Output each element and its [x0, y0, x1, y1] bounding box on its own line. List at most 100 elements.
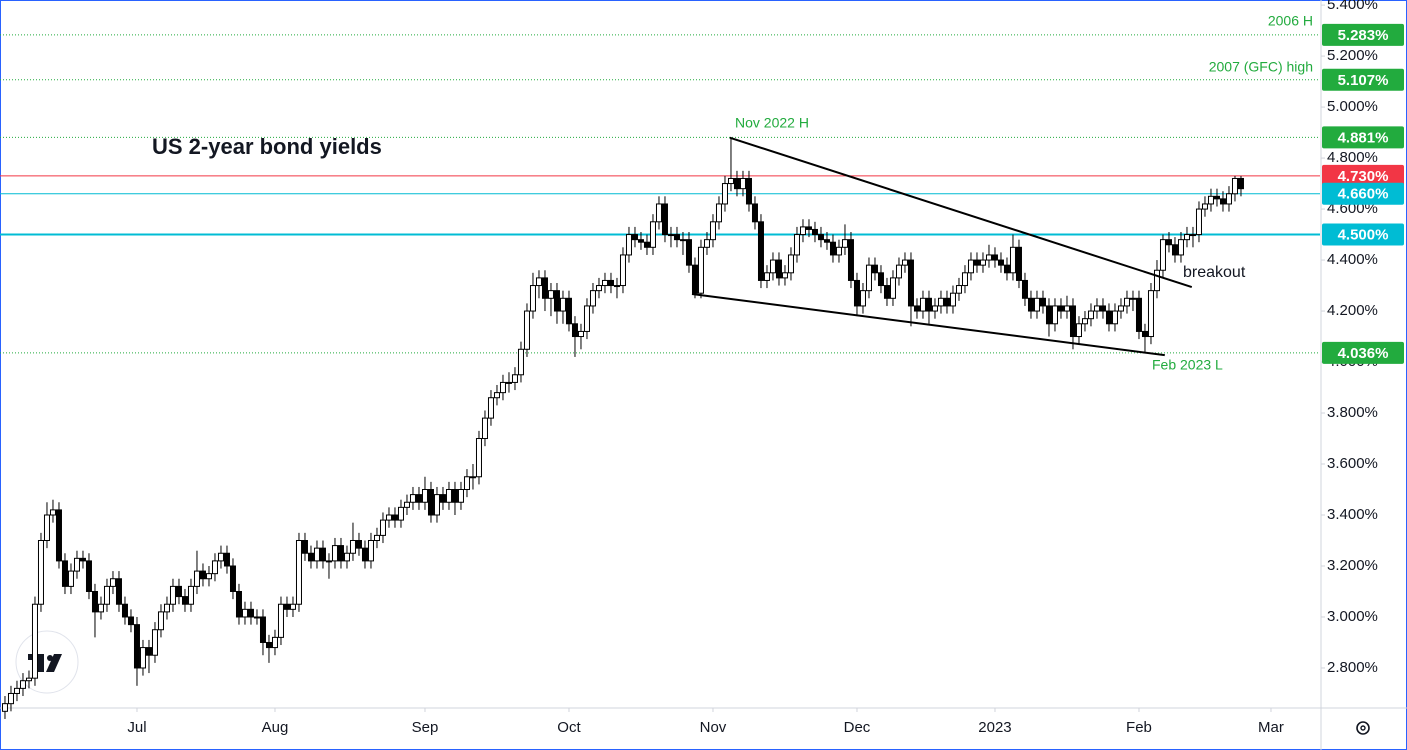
candle-body	[709, 221, 716, 241]
candle-body	[607, 279, 614, 287]
candle-body	[385, 514, 392, 521]
candle-body	[997, 259, 1004, 266]
candle-body	[97, 603, 104, 613]
candle-body	[235, 590, 242, 618]
candle-body	[547, 290, 554, 299]
candle-body	[805, 226, 812, 230]
candle-body	[1183, 234, 1190, 241]
candle-body	[223, 552, 230, 567]
candle-body	[181, 596, 188, 605]
price-label-box	[1322, 68, 1404, 91]
plot-area	[0, 34, 1320, 719]
candle-body	[349, 539, 356, 554]
candle-body	[949, 292, 956, 307]
candle-body	[775, 259, 782, 279]
candle-body	[1111, 310, 1118, 325]
candle-body	[1003, 264, 1010, 274]
candle-body	[1141, 330, 1148, 338]
candle-body	[229, 565, 236, 592]
candle-body	[499, 381, 506, 394]
candle-body	[1147, 290, 1154, 338]
candle-body	[877, 272, 884, 287]
settings-icon[interactable]	[1356, 721, 1370, 735]
candle-body	[991, 254, 998, 261]
candle-body	[1057, 305, 1064, 312]
candle-body	[643, 241, 650, 248]
candle-body	[109, 578, 116, 587]
y-tick-label: 4.200%	[1327, 302, 1378, 319]
candle-body	[595, 285, 602, 292]
annotation: 2006 H	[1268, 13, 1313, 29]
candle-body	[205, 573, 212, 580]
candle-body	[379, 519, 386, 536]
candle-body	[811, 228, 818, 236]
candle-body	[163, 603, 170, 613]
candle-body	[541, 277, 548, 299]
candle-body	[727, 177, 734, 185]
candle-body	[1093, 305, 1100, 312]
candle-body	[739, 177, 746, 190]
candle-body	[133, 624, 140, 669]
candle-body	[1177, 239, 1184, 256]
candle-body	[757, 221, 764, 281]
candle-body	[475, 438, 482, 478]
candle-body	[529, 285, 536, 312]
price-label: 4.036%	[1338, 345, 1389, 362]
candle-body	[301, 539, 308, 554]
x-tick-label: Mar	[1258, 719, 1284, 736]
candle-body	[1063, 305, 1070, 312]
candle-body	[835, 246, 842, 256]
candle-body	[391, 514, 398, 521]
price-label: 4.500%	[1338, 227, 1389, 244]
candle-body	[1219, 198, 1226, 205]
candle-body	[973, 259, 980, 266]
candle-body	[1045, 305, 1052, 325]
candle-body	[1231, 177, 1238, 195]
candle-body	[871, 264, 878, 274]
candle-body	[667, 234, 674, 237]
x-tick-label: Oct	[557, 719, 581, 736]
candle-body	[253, 616, 260, 619]
annotation: Feb 2023 L	[1152, 357, 1223, 373]
candle-body	[571, 323, 578, 338]
candle-body	[67, 570, 74, 587]
candle-body	[355, 539, 362, 549]
candle-body	[373, 534, 380, 541]
annotation: 2007 (GFC) high	[1209, 59, 1313, 75]
candle-body	[421, 489, 428, 503]
candle-body	[439, 494, 446, 503]
candle-body	[751, 203, 758, 223]
candle-body	[931, 305, 938, 312]
y-tick-label: 3.200%	[1327, 557, 1378, 574]
candle-body	[889, 277, 896, 299]
candle-body	[565, 297, 572, 325]
candle-body	[367, 539, 374, 562]
candle-body	[61, 560, 68, 587]
candle-body	[691, 264, 698, 294]
candle-body	[1087, 310, 1094, 320]
y-tick-label: 4.800%	[1327, 149, 1378, 166]
candle-body	[721, 183, 728, 205]
candle-body	[793, 234, 800, 256]
candle-body	[847, 239, 854, 281]
x-tick-label: 2023	[978, 719, 1011, 736]
annotation: Nov 2022 H	[735, 115, 809, 131]
candle-body	[907, 259, 914, 307]
price-label-box	[1322, 164, 1404, 187]
y-tick-label: 3.600%	[1327, 455, 1378, 472]
candle-body	[49, 509, 56, 516]
candle-body	[673, 234, 680, 241]
candle-body	[535, 277, 542, 287]
candle-body	[817, 234, 824, 241]
price-label: 5.283%	[1338, 27, 1389, 44]
candle-body	[481, 417, 488, 440]
candle-body	[661, 203, 668, 236]
candle-body	[619, 254, 626, 287]
candle-body	[859, 290, 866, 307]
candle-body	[631, 234, 638, 241]
candle-body	[295, 539, 302, 605]
candle-body	[841, 239, 848, 248]
candle-body	[289, 603, 296, 610]
